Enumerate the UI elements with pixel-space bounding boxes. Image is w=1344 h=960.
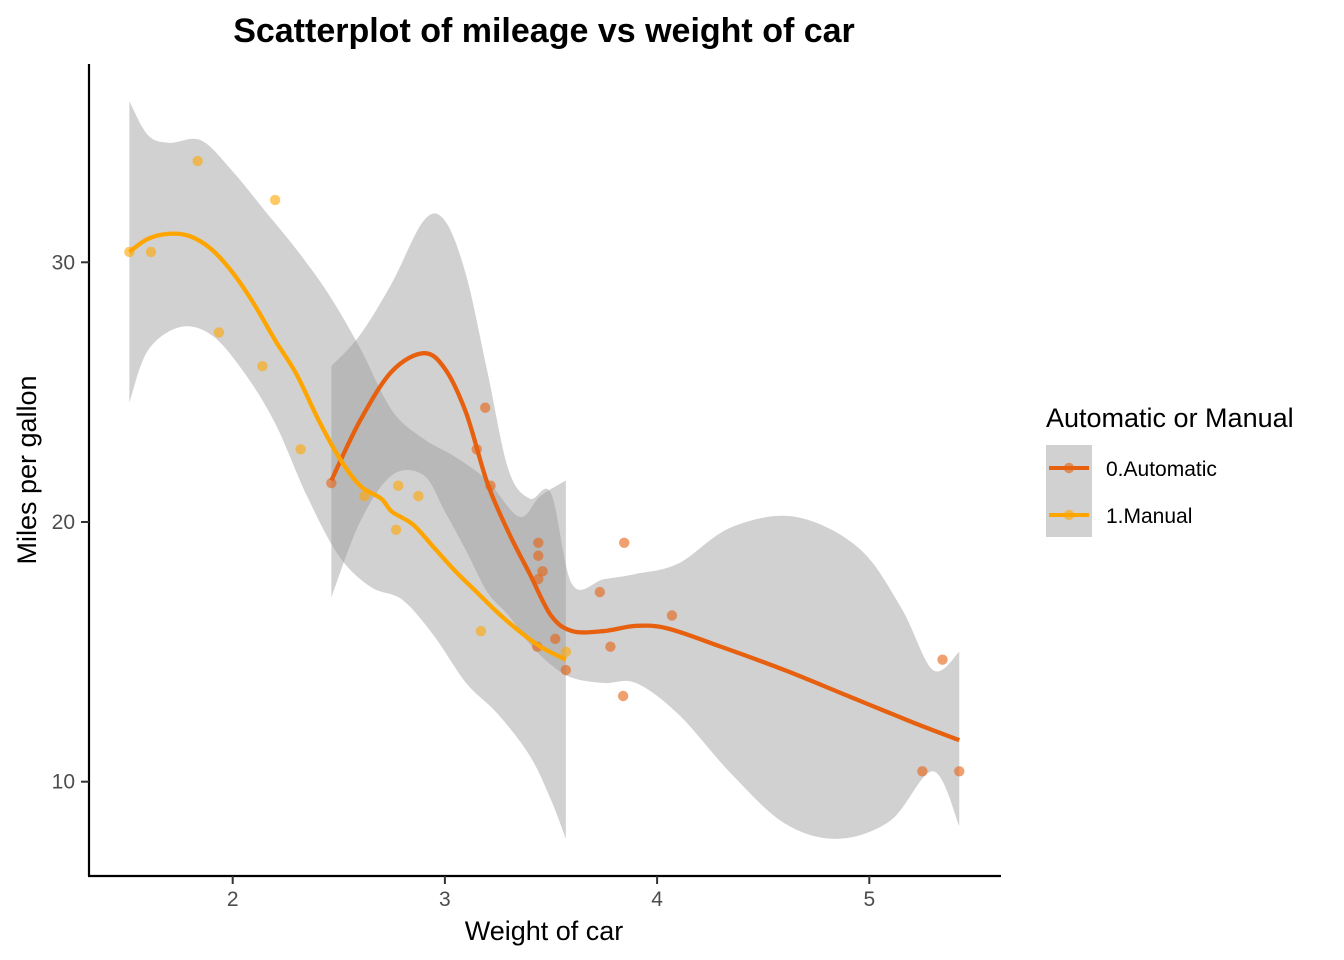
- data-point-manual: [560, 646, 572, 658]
- data-point-manual: [475, 625, 487, 637]
- x-axis-ticks: 2 3 4 5: [227, 876, 875, 911]
- data-point-manual: [390, 524, 402, 535]
- data-point-automatic: [550, 633, 561, 645]
- y-tick-label: 20: [52, 511, 75, 534]
- legend-label-manual: 1.Manual: [1106, 505, 1192, 528]
- data-point-manual: [257, 360, 268, 372]
- legend: Automatic or Manual 0.Automatic 1.Manual: [1046, 403, 1294, 537]
- data-point-manual: [413, 490, 424, 502]
- y-tick-label: 10: [52, 771, 75, 794]
- data-point-manual: [295, 444, 306, 455]
- smooth-line-automatic: [329, 351, 961, 743]
- x-tick-label: 2: [227, 888, 239, 911]
- data-point-automatic: [537, 566, 548, 577]
- legend-key-manual-point: [1063, 509, 1075, 521]
- data-point-automatic: [666, 610, 678, 621]
- data-point-manual: [213, 327, 225, 338]
- x-axis-title: Weight of car: [465, 916, 624, 946]
- data-point-automatic: [937, 654, 948, 665]
- y-tick-label: 30: [52, 251, 75, 274]
- data-point-automatic: [619, 537, 630, 548]
- data-point-automatic: [326, 477, 337, 489]
- x-tick-label: 4: [651, 888, 663, 911]
- confidence-band-automatic: [331, 213, 960, 839]
- data-points: [124, 155, 965, 777]
- data-point-automatic: [617, 690, 629, 702]
- smooth-line-manual: [128, 231, 567, 662]
- x-tick-label: 3: [439, 888, 451, 911]
- legend-label-automatic: 0.Automatic: [1106, 458, 1217, 481]
- y-axis-ticks: 10 20 30: [52, 251, 89, 794]
- y-axis-title: Miles per gallon: [12, 375, 42, 564]
- data-point-manual: [145, 246, 157, 258]
- data-point-automatic: [954, 766, 965, 777]
- data-point-manual: [359, 490, 370, 502]
- legend-key-automatic-point: [1063, 462, 1075, 474]
- data-point-manual: [192, 155, 203, 167]
- data-point-automatic: [560, 664, 572, 676]
- chart-title: Scatterplot of mileage vs weight of car: [233, 12, 855, 50]
- legend-title: Automatic or Manual: [1046, 403, 1294, 433]
- x-tick-label: 5: [863, 888, 875, 911]
- data-point-manual: [269, 194, 281, 206]
- data-point-automatic: [917, 766, 928, 777]
- confidence-bands: [129, 101, 960, 839]
- data-point-automatic: [594, 586, 606, 598]
- data-point-automatic: [605, 641, 616, 652]
- data-point-automatic: [533, 550, 544, 561]
- data-point-automatic: [480, 402, 491, 413]
- data-point-automatic: [533, 537, 544, 548]
- data-point-manual: [393, 480, 404, 491]
- smooth-lines: [128, 231, 961, 743]
